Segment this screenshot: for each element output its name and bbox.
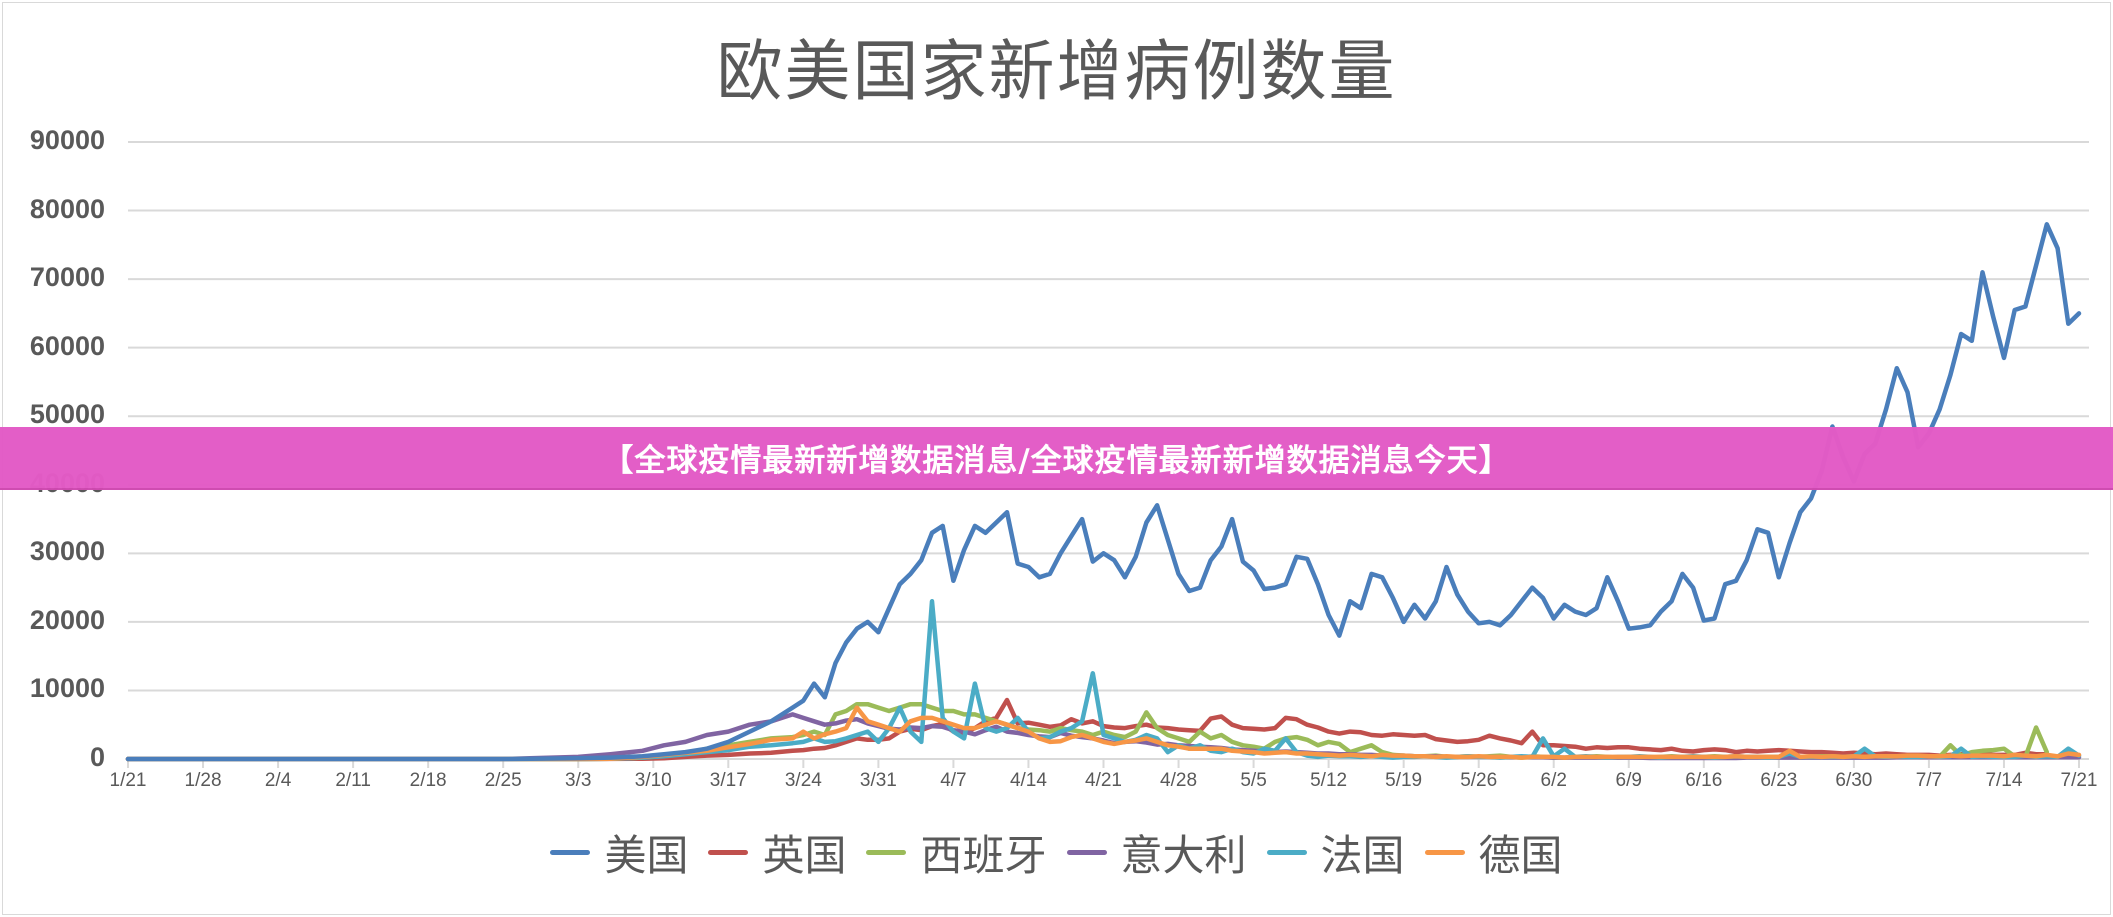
legend-line-icon bbox=[1266, 850, 1307, 855]
legend-label: 法国 bbox=[1320, 831, 1405, 880]
series-line-4 bbox=[125, 599, 2082, 762]
x-tick-label: 6/2 bbox=[1540, 770, 1567, 791]
x-tick-label: 5/12 bbox=[1310, 770, 1348, 791]
x-tick-label: 6/30 bbox=[1835, 770, 1873, 791]
y-tick-label: 10000 bbox=[29, 673, 105, 704]
x-tick-label: 2/11 bbox=[335, 770, 371, 791]
x-tick-label: 5/5 bbox=[1240, 770, 1267, 791]
legend-label: 西班牙 bbox=[920, 831, 1047, 880]
x-tick-label: 3/10 bbox=[634, 770, 672, 791]
y-tick-label: 90000 bbox=[29, 125, 105, 155]
x-tick-label: 6/23 bbox=[1760, 770, 1798, 791]
x-tick-label: 3/17 bbox=[709, 770, 747, 791]
legend-item: 法国 bbox=[1266, 822, 1405, 883]
x-tick-label: 5/26 bbox=[1460, 770, 1498, 791]
legend-label: 意大利 bbox=[1120, 831, 1247, 880]
legend-line-icon bbox=[866, 850, 907, 855]
x-tick-label: 2/4 bbox=[264, 770, 292, 791]
y-tick-label: 50000 bbox=[29, 399, 105, 430]
y-tick-label: 80000 bbox=[29, 193, 105, 224]
x-tick-label: 2/18 bbox=[409, 770, 447, 791]
x-tick-label: 1/28 bbox=[184, 770, 222, 791]
legend-item: 英国 bbox=[708, 822, 846, 883]
series-line-0 bbox=[125, 222, 2082, 762]
legend-label: 德国 bbox=[1478, 831, 1563, 880]
x-tick-label: 7/7 bbox=[1915, 770, 1943, 791]
x-tick-label: 3/24 bbox=[784, 770, 822, 791]
legend-item: 意大利 bbox=[1066, 822, 1247, 883]
x-tick-label: 1/21 bbox=[109, 770, 147, 791]
x-tick-label: 7/21 bbox=[2060, 770, 2098, 791]
x-tick-label: 4/28 bbox=[1160, 770, 1198, 791]
series-line-5 bbox=[125, 705, 2082, 762]
y-tick-label: 20000 bbox=[29, 604, 105, 635]
y-tick-label: 30000 bbox=[29, 536, 105, 567]
x-tick-label: 7/14 bbox=[1985, 770, 2023, 791]
x-tick-label: 6/9 bbox=[1615, 770, 1642, 791]
legend-label: 英国 bbox=[762, 831, 847, 880]
series-line-1 bbox=[125, 697, 2050, 762]
legend-item: 德国 bbox=[1424, 822, 1563, 883]
x-tick-label: 4/7 bbox=[940, 770, 967, 791]
banner-text: 【全球疫情最新新增数据消息/全球疫情最新新增数据消息今天】 bbox=[602, 443, 1511, 479]
y-tick-label: 0 bbox=[89, 742, 105, 772]
y-tick-label: 60000 bbox=[29, 330, 105, 361]
y-tick-label: 70000 bbox=[29, 262, 105, 293]
x-tick-label: 6/16 bbox=[1685, 770, 1723, 791]
legend-item: 美国 bbox=[550, 822, 688, 883]
x-tick-label: 5/19 bbox=[1385, 770, 1423, 791]
chart-title: 欧美国家新增病例数量 bbox=[716, 33, 1397, 110]
legend-label: 美国 bbox=[604, 831, 689, 880]
legend-line-icon bbox=[1066, 850, 1107, 855]
x-tick-label: 3/3 bbox=[565, 770, 592, 791]
x-tick-label: 4/21 bbox=[1085, 770, 1122, 791]
legend-line-icon bbox=[550, 850, 591, 855]
legend-line-icon bbox=[708, 850, 749, 855]
x-tick-label: 4/14 bbox=[1009, 770, 1047, 791]
x-tick-label: 2/25 bbox=[484, 770, 522, 791]
x-tick-label: 3/31 bbox=[859, 770, 897, 791]
legend-item: 西班牙 bbox=[866, 822, 1047, 883]
chart-legend: 美国 英国 西班牙 意大利 法国 德国 bbox=[0, 822, 2113, 883]
legend-line-icon bbox=[1424, 850, 1465, 855]
overlay-banner: 【全球疫情最新新增数据消息/全球疫情最新新增数据消息今天】 bbox=[0, 427, 2113, 490]
